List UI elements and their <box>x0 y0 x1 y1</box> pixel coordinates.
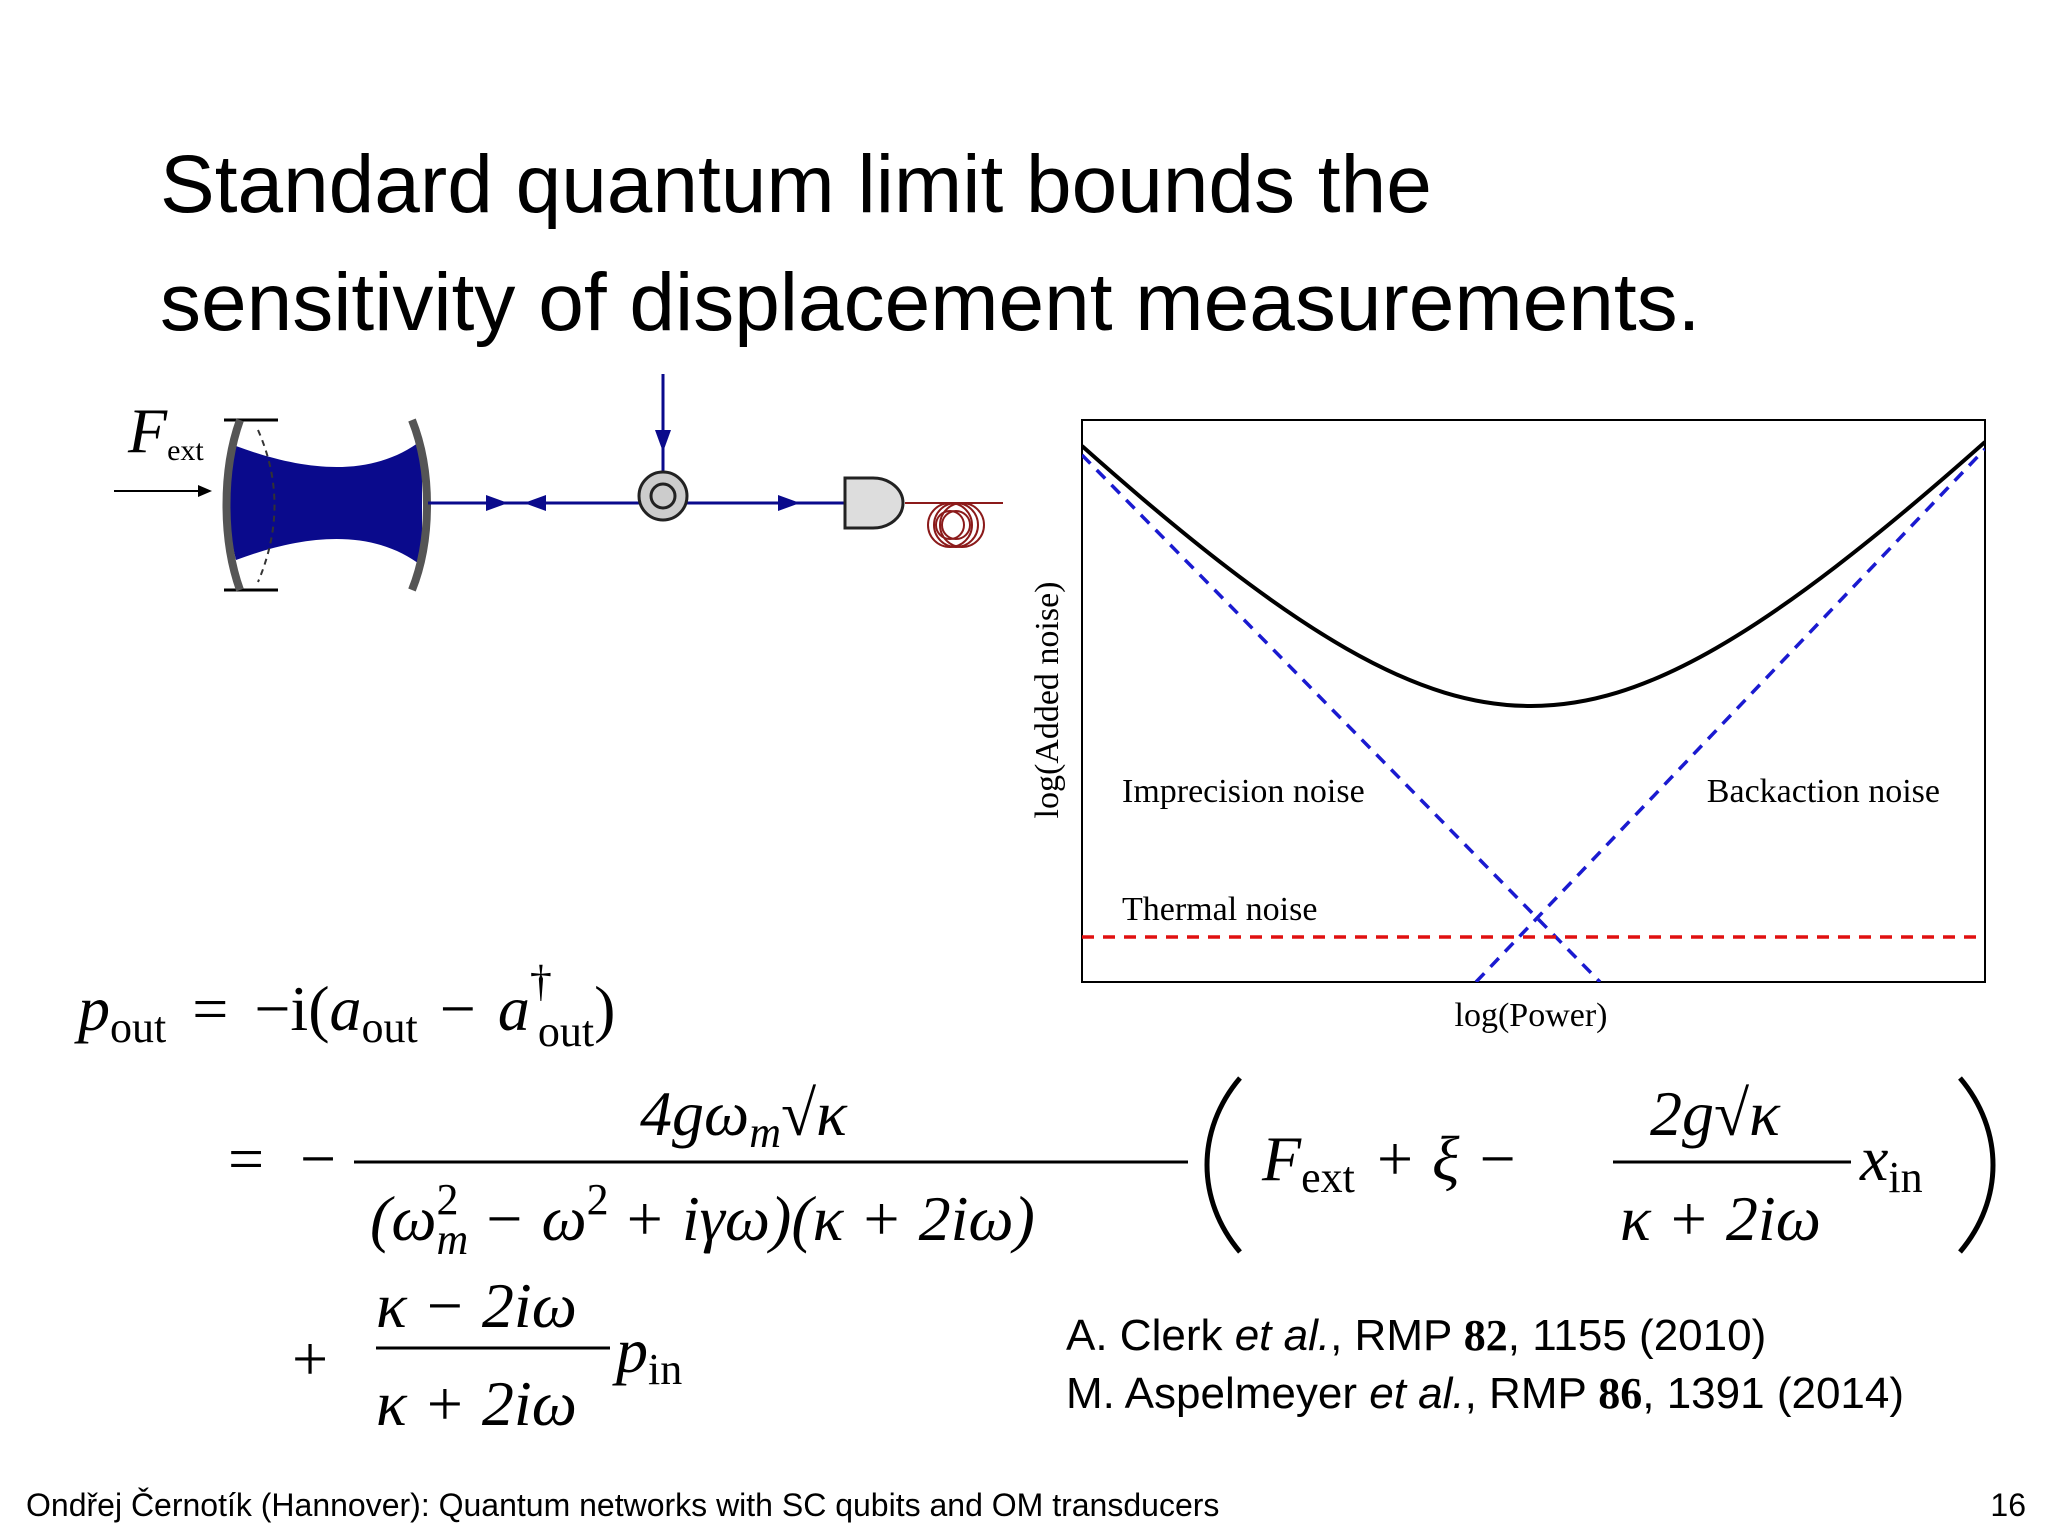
arrow-head <box>655 430 671 452</box>
equation: pout = −i(aout − a† out) <box>74 957 615 1056</box>
big-paren <box>1958 1076 1996 1254</box>
fiber <box>905 502 1003 548</box>
backaction-curve <box>1474 447 1985 982</box>
equation: Fext + ξ − <box>1261 1123 1519 1202</box>
arrow-head <box>778 495 800 511</box>
cavity-mode <box>228 440 422 566</box>
noise-plot: Imprecision noise Backaction noise Therm… <box>1029 419 1986 1034</box>
setup-diagram: Fext <box>114 374 1003 592</box>
arrow-head <box>486 495 508 511</box>
force-label: Fext <box>127 395 204 467</box>
equation-sign: = <box>228 1123 264 1194</box>
arrow-head <box>198 485 212 497</box>
numerator: κ − 2iω <box>376 1270 577 1341</box>
numerator: 2g√κ <box>1650 1078 1781 1149</box>
footer-text: Ondřej Černotík (Hannover): Quantum netw… <box>26 1487 1219 1523</box>
circulator <box>637 470 689 522</box>
equation: pin <box>612 1315 682 1394</box>
curve-label: Imprecision noise <box>1122 773 1365 810</box>
circulator-arrow <box>649 482 677 510</box>
denominator: κ + 2iω <box>1620 1183 1821 1254</box>
title-line: Standard quantum limit bounds the <box>160 139 1432 230</box>
curve-label: Backaction noise <box>1707 773 1940 810</box>
curve-label: Thermal noise <box>1122 891 1317 928</box>
reference: A. Clerk et al., RMP 82, 1155 (2010) <box>1066 1311 1766 1360</box>
mirror <box>408 418 431 592</box>
mirror <box>222 418 244 592</box>
reference: M. Aspelmeyer et al., RMP 86, 1391 (2014… <box>1066 1369 1904 1418</box>
imprecision-curve <box>1082 453 1602 982</box>
arrow-head <box>524 495 546 511</box>
big-paren <box>1204 1076 1242 1254</box>
denominator: κ + 2iω <box>376 1368 577 1439</box>
plot-frame <box>1081 419 1986 983</box>
numerator: 4gωm√κ <box>640 1078 848 1157</box>
page-number: 16 <box>1990 1487 2026 1523</box>
equation-sign: + <box>292 1323 328 1394</box>
title-line: sensitivity of displacement measurements… <box>160 257 1700 348</box>
total-noise-curve <box>1082 440 1985 709</box>
mirror-displaced <box>257 429 276 583</box>
denominator: (ω2 m − ω2 + iγω)(κ + 2iω) <box>370 1175 1035 1264</box>
detector <box>843 476 905 530</box>
equation: xin <box>1859 1123 1923 1202</box>
equation-sign: − <box>300 1123 336 1194</box>
y-axis-label: log(Added noise) <box>1029 581 1066 818</box>
x-axis-label: log(Power) <box>1455 997 1608 1034</box>
